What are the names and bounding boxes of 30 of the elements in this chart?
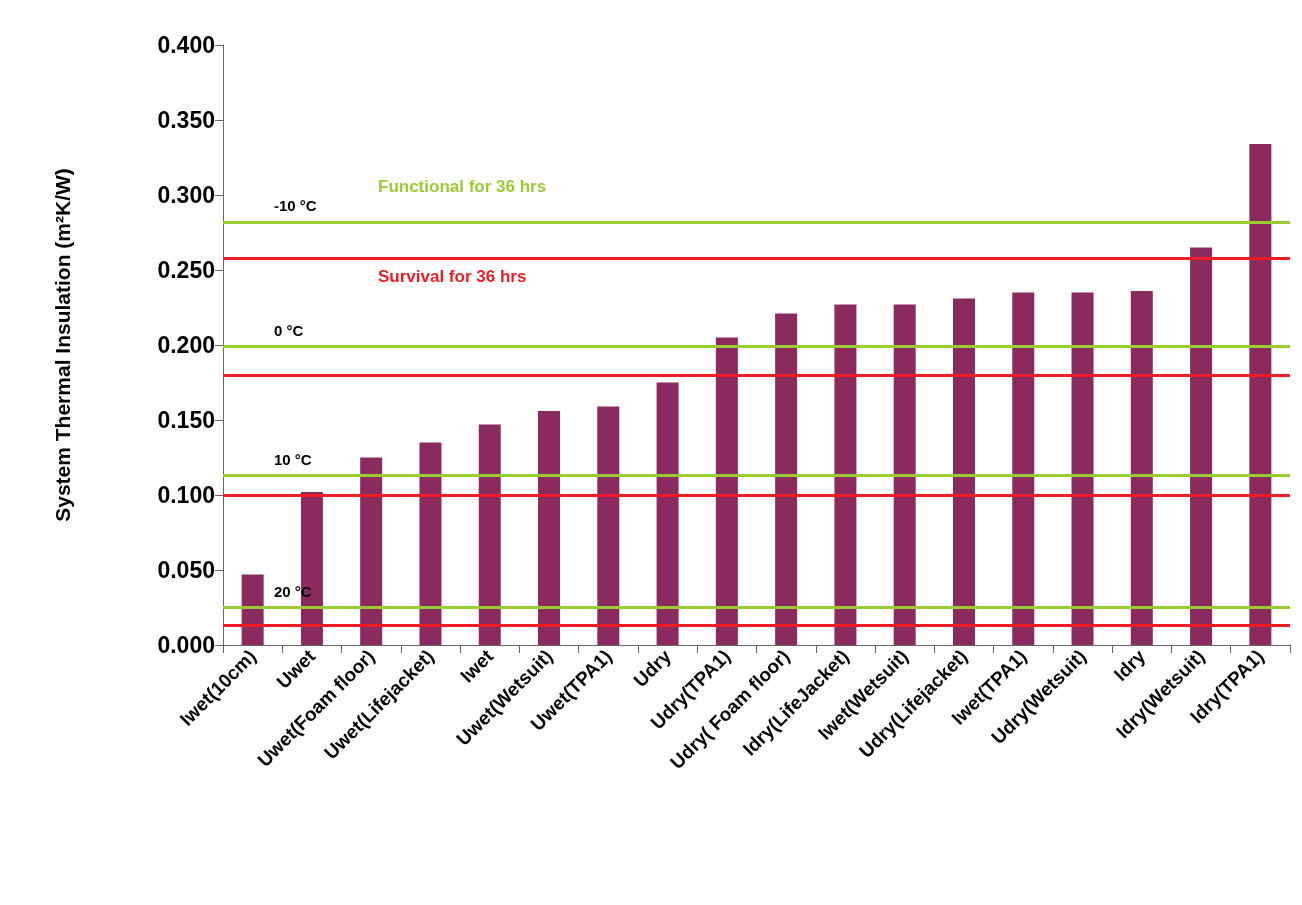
bar	[775, 313, 798, 645]
bar	[1012, 292, 1035, 645]
bar	[952, 298, 975, 645]
ref-line-label: 10 °C	[274, 450, 312, 468]
y-tick-label: 0.350	[157, 107, 215, 133]
annotation: Functional for 36 hrs	[378, 177, 547, 196]
bar	[1071, 292, 1094, 645]
bar	[656, 382, 679, 645]
bar	[538, 411, 561, 645]
y-tick-label: 0.300	[157, 182, 215, 208]
bar	[597, 406, 620, 645]
y-tick-label: 0.100	[157, 482, 215, 508]
bar	[715, 337, 738, 645]
ref-line-label: -10 °C	[274, 197, 317, 214]
bar	[1130, 291, 1153, 645]
bar	[1249, 144, 1272, 645]
annotation: Survival for 36 hrs	[378, 267, 527, 286]
bar	[419, 442, 442, 645]
y-tick-label: 0.150	[157, 407, 215, 433]
bar	[360, 457, 383, 645]
y-tick-label: 0.200	[157, 332, 215, 358]
y-tick-label: 0.250	[157, 257, 215, 283]
bar	[478, 424, 501, 645]
bar	[893, 304, 916, 645]
y-axis-title: System Thermal Insulation (m²K/W)	[51, 168, 74, 522]
bar	[1190, 247, 1213, 645]
bar	[834, 304, 857, 645]
y-tick-label: 0.400	[157, 32, 215, 58]
y-tick-label: 0.050	[157, 557, 215, 583]
ref-line-label: 0 °C	[274, 321, 304, 339]
